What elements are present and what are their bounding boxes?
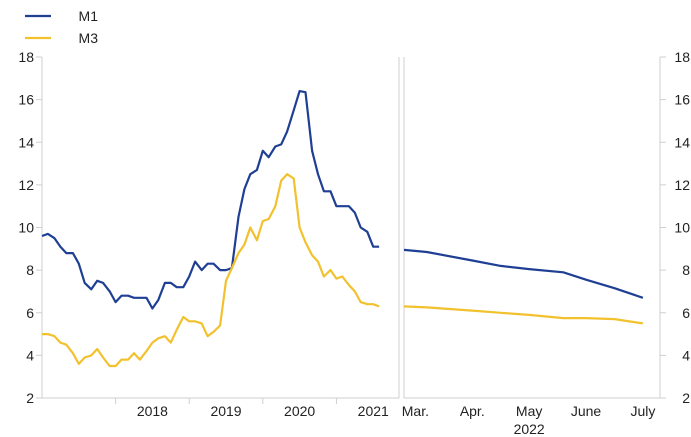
y-tick-label-left: 18: [18, 49, 34, 65]
y-tick-label-right: 10: [674, 220, 690, 236]
y-tick-label-right: 12: [674, 177, 690, 193]
x-tick-label-month: June: [571, 403, 602, 419]
x-tick-label-month: Mar.: [402, 403, 429, 419]
y-tick-label-right: 6: [682, 305, 690, 321]
x-tick-label-year: 2020: [284, 403, 315, 419]
legend-m1-label: M1: [79, 8, 99, 24]
x-tick-label-month: Apr.: [460, 403, 485, 419]
x-axis-right-ticks: Mar. Apr. May June July 2022: [402, 403, 656, 437]
y-tick-label-left: 16: [18, 92, 34, 108]
x-tick-label-month: May: [516, 403, 542, 419]
y-tick-label-right: 8: [682, 262, 690, 278]
legend-m3-label: M3: [79, 30, 99, 46]
y-tick-label-right: 16: [674, 92, 690, 108]
x-tick-label-year: 2018: [137, 403, 168, 419]
legend: M1 M3: [25, 8, 98, 46]
y-tick-label-right: 2: [682, 390, 690, 406]
y-tick-label-left: 8: [26, 262, 34, 278]
series-line-m3-2022: [403, 305, 644, 325]
x-axis-left-ticks: 2018 2019 2020 2021: [115, 398, 389, 419]
y-tick-label-left: 10: [18, 220, 34, 236]
series-2022: [403, 248, 644, 325]
series-line-m3-historical: [42, 173, 380, 368]
x-tick-label-year: 2019: [210, 403, 241, 419]
series-line-m1-historical: [41, 89, 380, 310]
y-tick-label-left: 6: [26, 305, 34, 321]
series-historical: [41, 89, 380, 368]
y-tick-label-left: 2: [26, 390, 34, 406]
y-axis-left-ticks: 2 4 6 8 10 12 14 16 18: [18, 49, 42, 406]
y-tick-label-left: 4: [26, 347, 34, 363]
y-tick-label-left: 14: [18, 134, 34, 150]
series-line-m1-2022: [403, 248, 644, 299]
x-axis-year-label: 2022: [514, 421, 545, 437]
x-tick-label-month: July: [630, 403, 655, 419]
y-tick-label-left: 12: [18, 177, 34, 193]
y-tick-label-right: 14: [674, 134, 690, 150]
y-axis-right-ticks: 2 4 6 8 10 12 14 16 18: [660, 49, 690, 406]
x-tick-label-year: 2021: [358, 403, 389, 419]
y-tick-label-right: 18: [674, 49, 690, 65]
y-tick-label-right: 4: [682, 347, 690, 363]
